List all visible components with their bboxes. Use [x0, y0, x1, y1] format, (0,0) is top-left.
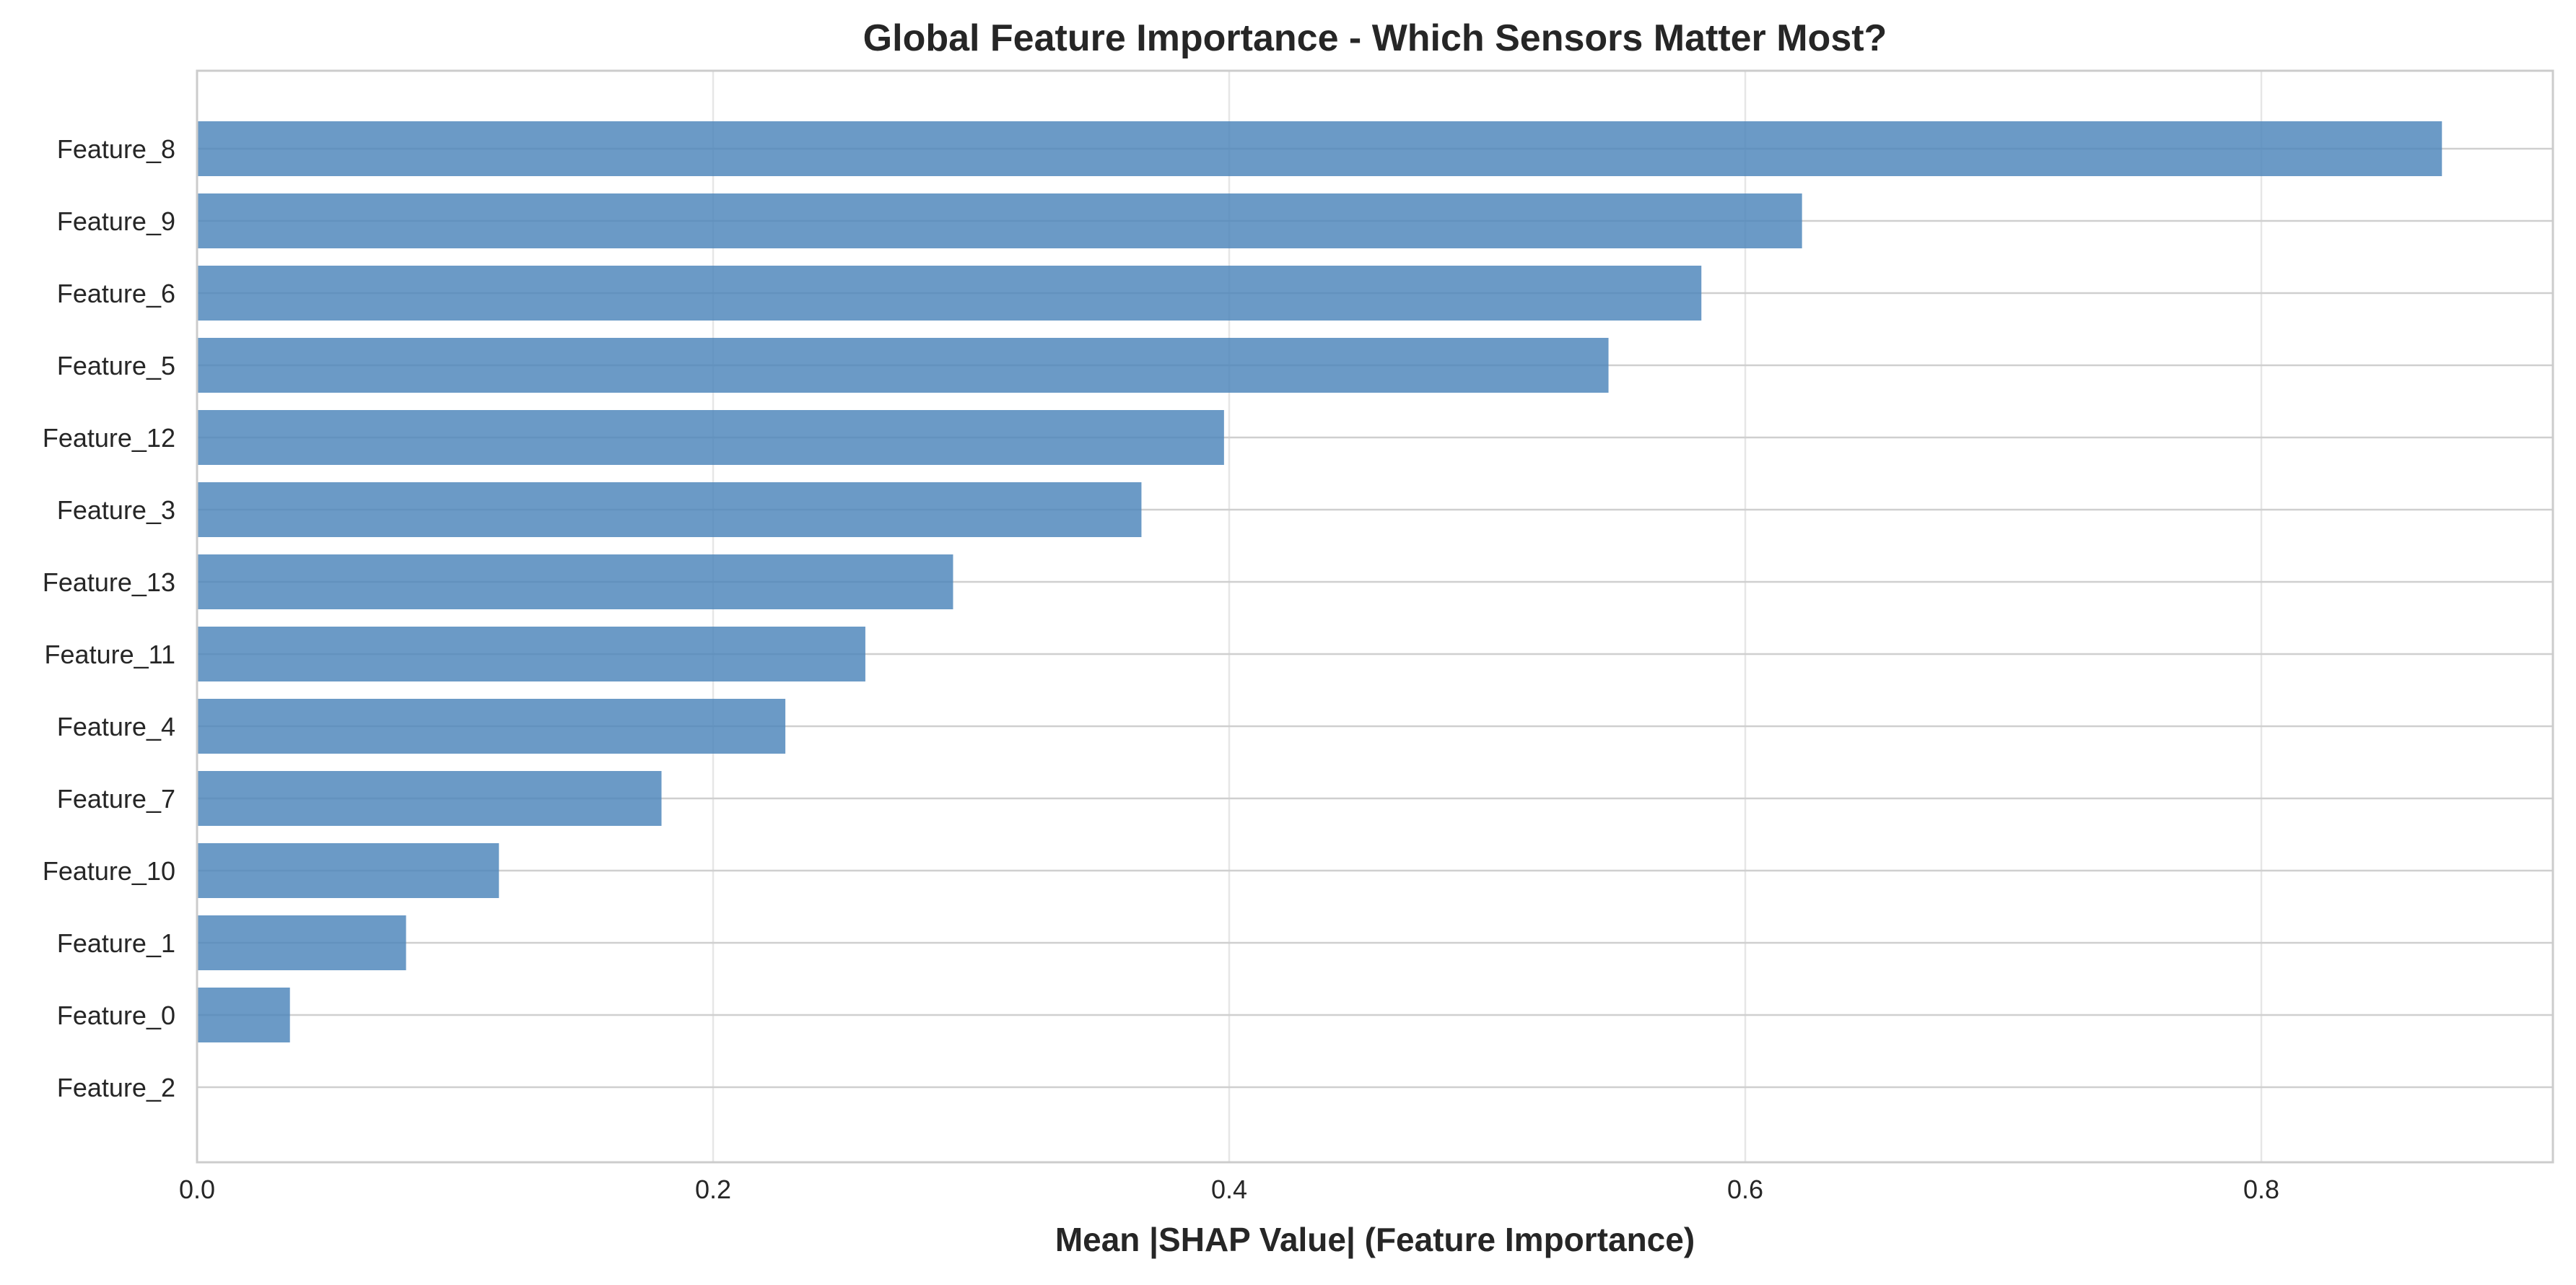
- plot-frame: [196, 69, 2554, 1164]
- y-tick-label: Feature_4: [57, 712, 175, 741]
- bar-feature-6: [197, 266, 1702, 321]
- y-tick-label: Feature_11: [45, 640, 175, 669]
- y-tick-label: Feature_10: [43, 856, 175, 886]
- y-tick-label: Feature_8: [57, 134, 175, 164]
- x-tick-labels: 0.0 0.2 0.4 0.6 0.8: [179, 1175, 2279, 1204]
- y-tick-label: Feature_6: [57, 279, 175, 308]
- y-tick-label: Feature_9: [57, 206, 175, 236]
- bar-feature-8: [197, 121, 2442, 176]
- x-tick-label: 0.6: [1727, 1175, 1763, 1204]
- chart-title: Global Feature Importance - Which Sensor…: [863, 17, 1887, 59]
- bar-feature-12: [197, 410, 1224, 465]
- bar-feature-5: [197, 338, 1609, 393]
- x-tick-label: 0.0: [179, 1175, 215, 1204]
- bar-feature-4: [197, 699, 786, 754]
- bar-feature-9: [197, 193, 1802, 248]
- bar-feature-13: [197, 554, 953, 609]
- y-tick-label: Feature_12: [43, 423, 175, 453]
- y-tick-label: Feature_13: [43, 567, 175, 597]
- y-tick-label: Feature_1: [57, 928, 175, 958]
- x-tick-label: 0.2: [695, 1175, 731, 1204]
- x-axis-label: Mean |SHAP Value| (Feature Importance): [1055, 1221, 1695, 1258]
- x-tick-label: 0.8: [2243, 1175, 2279, 1204]
- y-tick-labels: Feature_8 Feature_9 Feature_6 Feature_5 Feat…: [43, 134, 175, 1102]
- bar-feature-7: [197, 771, 662, 826]
- y-tick-label: Feature_0: [57, 1001, 175, 1030]
- y-tick-label: Feature_3: [57, 495, 175, 525]
- x-tick-label: 0.4: [1211, 1175, 1247, 1204]
- bars: [197, 121, 2442, 1042]
- bar-feature-10: [197, 843, 499, 898]
- y-tick-label: Feature_5: [57, 351, 175, 380]
- bar-feature-1: [197, 915, 406, 970]
- bar-feature-0: [197, 988, 290, 1042]
- y-tick-label: Feature_7: [57, 784, 175, 814]
- bar-feature-11: [197, 627, 865, 681]
- y-tick-label: Feature_2: [57, 1073, 175, 1102]
- bar-feature-3: [197, 482, 1142, 537]
